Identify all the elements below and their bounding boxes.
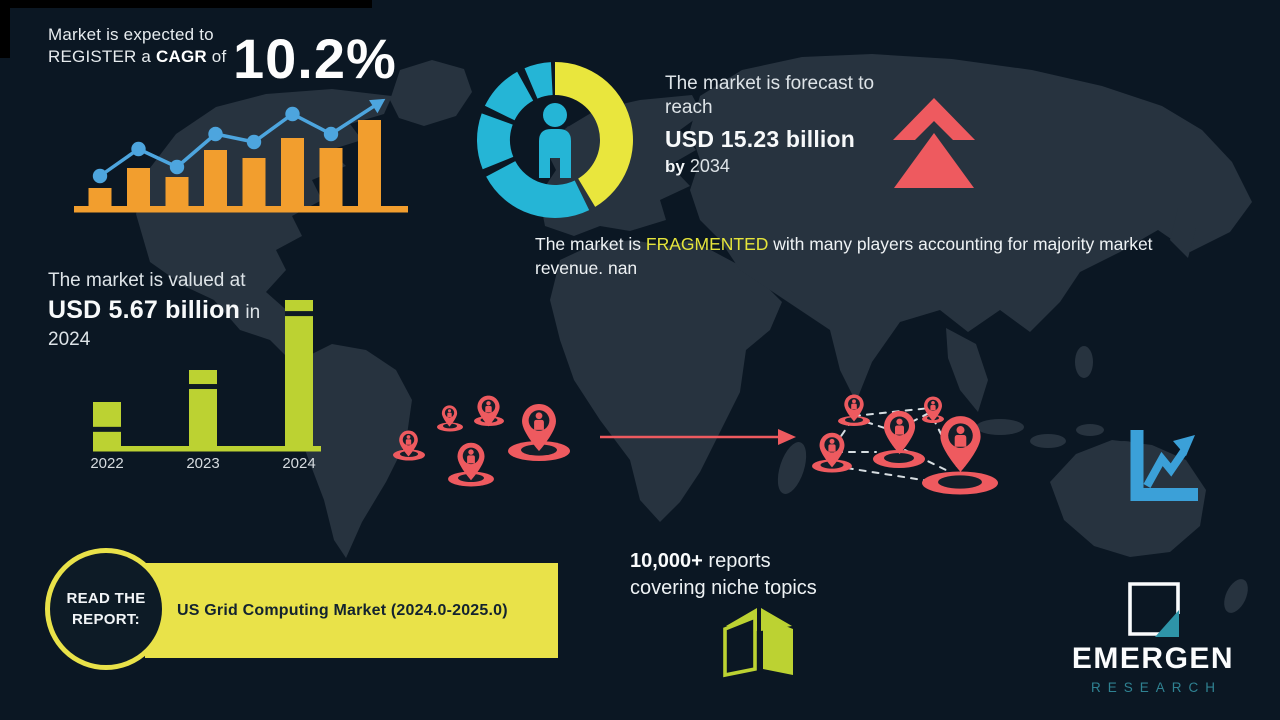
report-title: US Grid Computing Market (2024.0-2025.0) bbox=[177, 601, 508, 619]
fragmented-highlight: FRAGMENTED bbox=[645, 234, 769, 254]
market-share-donut-chart bbox=[477, 62, 633, 219]
valuation-value: USD 5.67 billion bbox=[48, 295, 241, 324]
forecast-value: USD 15.23 billion bbox=[665, 125, 856, 152]
read-the-report-label: READ THE REPORT: bbox=[66, 590, 146, 628]
growth-up-arrow-icon bbox=[893, 98, 975, 188]
fragmented-line2: revenue. nan bbox=[535, 257, 638, 278]
read-the-report-badge[interactable]: READ THE REPORT: bbox=[45, 548, 167, 670]
cagr-value: 10.2% bbox=[233, 27, 397, 90]
pin-cluster-left bbox=[393, 395, 570, 487]
forecast-intro: The market is forecast to reach bbox=[665, 73, 875, 118]
svg-text:2023: 2023 bbox=[186, 455, 219, 472]
cagr-caption-line2-pre: REGISTER a bbox=[48, 47, 157, 67]
svg-text:2022: 2022 bbox=[90, 455, 123, 472]
location-pin-icon bbox=[940, 416, 981, 472]
pin-network-right bbox=[812, 394, 998, 495]
cagr-trend-chart bbox=[74, 98, 408, 213]
valuation-bar-chart: 2022 2023 2024 bbox=[90, 300, 321, 472]
report-title-banner[interactable]: US Grid Computing Market (2024.0-2025.0) bbox=[145, 563, 558, 658]
valuation-caption: The market is valued at USD 5.67 billion… bbox=[48, 268, 308, 353]
screenshot-edge-artifact-top bbox=[0, 0, 372, 8]
reports-promo: 10,000+ reports covering niche topics bbox=[630, 548, 817, 602]
forecast-caption: The market is forecast to reach USD 15.2… bbox=[665, 72, 897, 178]
logo-subtitle: RESEARCH bbox=[1090, 680, 1222, 695]
fragmented-post: with many players accounting for majorit… bbox=[768, 234, 1153, 254]
logo-name: EMERGEN bbox=[1071, 642, 1235, 675]
forecast-by-label: by bbox=[665, 157, 685, 177]
location-pin-icon bbox=[883, 410, 916, 455]
expansion-arrow-icon bbox=[600, 429, 796, 445]
reports-promo-line1: reports bbox=[702, 550, 771, 572]
reports-count: 10,000+ bbox=[630, 550, 703, 572]
screenshot-edge-artifact-left bbox=[0, 0, 10, 58]
emergen-research-logo: EMERGEN RESEARCH bbox=[1064, 576, 1242, 695]
cagr-caption-bold: CAGR bbox=[156, 47, 207, 67]
trend-chart-icon bbox=[1130, 430, 1198, 501]
cagr-caption-line2-post: of bbox=[206, 47, 227, 67]
open-book-icon bbox=[723, 608, 793, 678]
logo-mark-icon bbox=[1128, 582, 1180, 637]
valuation-year: 2024 bbox=[48, 329, 91, 351]
valuation-line1: The market is valued at bbox=[48, 270, 246, 291]
fragmented-pre: The market is bbox=[535, 234, 646, 254]
fragmented-caption: The market is FRAGMENTED with many playe… bbox=[535, 233, 1225, 280]
cagr-caption-line1: Market is expected to bbox=[48, 25, 214, 44]
valuation-suffix: in bbox=[240, 301, 261, 323]
forecast-by-year: 2034 bbox=[689, 156, 730, 177]
svg-text:2024: 2024 bbox=[282, 455, 315, 472]
reports-promo-line2: covering niche topics bbox=[630, 577, 817, 599]
cagr-caption: Market is expected to REGISTER a CAGR of bbox=[48, 24, 226, 68]
